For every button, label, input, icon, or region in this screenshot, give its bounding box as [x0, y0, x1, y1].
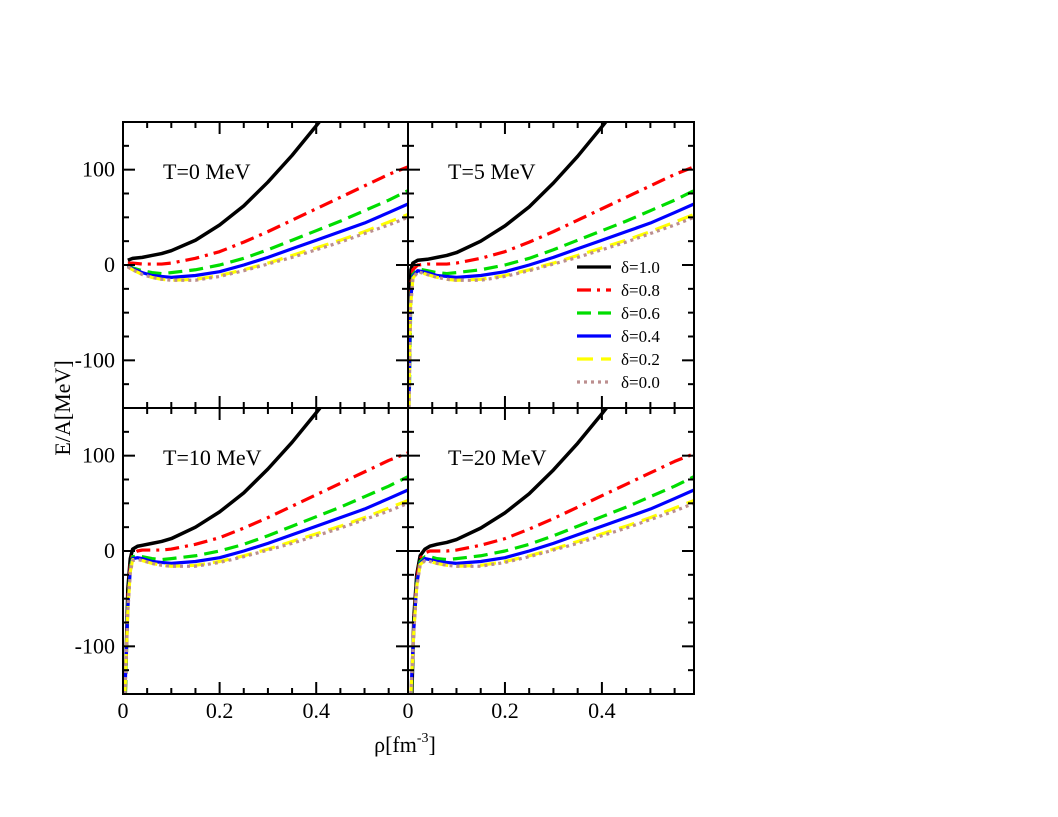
panel-4-series [409, 408, 694, 694]
legend-label: δ=0.8 [621, 281, 660, 300]
series-line-delta-0.8 [127, 165, 408, 266]
y-tick-label: -100 [75, 633, 115, 658]
y-axis-title: E/A[MeV] [50, 360, 75, 455]
panel-1: T=0 MeV -100 0 100 [75, 121, 409, 409]
panel-3-title: T=10 MeV [163, 445, 262, 470]
legend: δ=1.0 δ=0.8 δ=0.6 δ=0.4 δ=0.2 δ=0.0 [577, 258, 660, 392]
legend-item: δ=0.8 [577, 281, 660, 300]
y-tick-label: 100 [82, 157, 115, 182]
series-line-delta-0.0 [123, 501, 408, 694]
panel-2-title: T=5 MeV [448, 159, 536, 184]
panel-1-series [127, 122, 408, 282]
legend-item: δ=0.0 [577, 373, 660, 392]
series-line-delta-0.4 [408, 202, 694, 408]
series-line-delta-0.8 [123, 451, 408, 694]
y-tick-label: 0 [104, 538, 115, 563]
series-line-delta-0.6 [408, 189, 694, 389]
x-tick-label: 0 [118, 698, 129, 723]
x-tick-label: 0.4 [588, 698, 616, 723]
x-tick-label: 0.2 [491, 698, 519, 723]
y-tick-label: 0 [104, 252, 115, 277]
x-axis-title-sup: -3 [417, 731, 429, 746]
x-tick-label: 0.4 [302, 698, 330, 723]
panel-3: T=10 MeV -100 0 100 0 0.2 0.4 [75, 407, 409, 723]
legend-label: δ=0.0 [621, 373, 660, 392]
panel-4-title: T=20 MeV [448, 445, 547, 470]
series-line-delta-1.0 [408, 122, 608, 323]
series-line-delta-0.8 [409, 452, 694, 694]
series-line-delta-0.6 [123, 475, 408, 694]
x-axis-title-close: ] [429, 732, 436, 757]
panel-1-title: T=0 MeV [163, 159, 251, 184]
x-axis-title-base: ρ[fm [374, 732, 417, 757]
series-line-delta-1.0 [127, 122, 322, 262]
legend-item: δ=1.0 [577, 258, 660, 277]
x-tick-label: 0 [403, 698, 414, 723]
y-tick-label: 100 [82, 443, 115, 468]
x-axis-title: ρ[fm-3] [374, 731, 436, 757]
series-line-delta-0.0 [409, 501, 694, 694]
series-line-delta-0.6 [127, 189, 408, 276]
series-line-delta-1.0 [410, 408, 609, 694]
legend-label: δ=0.4 [621, 327, 660, 346]
x-tick-label: 0.2 [206, 698, 234, 723]
legend-item: δ=0.6 [577, 304, 660, 323]
panel-4: T=20 MeV 0 0.2 0.4 [403, 407, 695, 723]
legend-item: δ=0.2 [577, 350, 660, 369]
series-line-delta-0.4 [409, 488, 694, 694]
series-line-delta-0.4 [127, 202, 408, 279]
series-line-delta-0.2 [123, 498, 408, 694]
legend-item: δ=0.4 [577, 327, 660, 346]
panels-layer: T=0 MeV -100 0 100 T=5 MeV T=10 MeV -100 0 100 0 0… [75, 121, 695, 723]
series-line-delta-1.0 [124, 408, 323, 666]
legend-label: δ=1.0 [621, 258, 660, 277]
legend-label: δ=0.2 [621, 350, 660, 369]
panel-3-series [123, 408, 408, 694]
series-line-delta-0.2 [127, 212, 408, 282]
y-tick-label: -100 [75, 347, 115, 372]
legend-label: δ=0.6 [621, 304, 660, 323]
series-line-delta-0.0 [127, 215, 408, 282]
series-line-delta-0.2 [409, 498, 694, 694]
